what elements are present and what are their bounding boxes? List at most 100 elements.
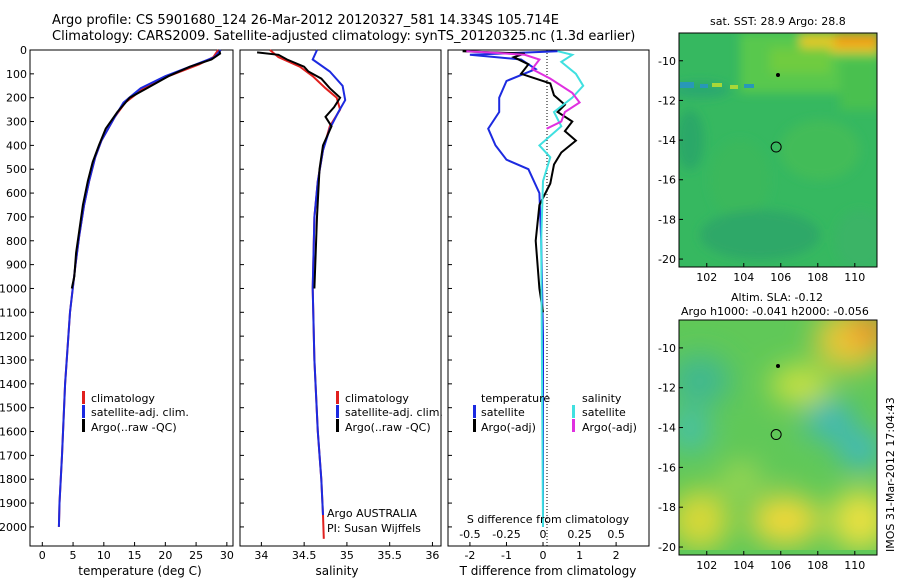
legend-swatch-argo xyxy=(336,419,339,432)
s-difference-tick-label: 0.25 xyxy=(567,528,592,541)
depth-tick-label: 1100 xyxy=(0,306,27,319)
salinity-depth-ticks xyxy=(240,49,244,528)
legend-label-climatology: climatology xyxy=(91,392,155,405)
sst-longitude-ticks: 102 104 106 108 110 xyxy=(696,263,865,284)
depth-tick-label: 1700 xyxy=(0,449,27,462)
s-difference-xlabel: S difference from climatology xyxy=(467,513,630,526)
legend-label-sal-satellite: satellite xyxy=(582,406,626,419)
latitude-tick-label: -16 xyxy=(658,461,676,474)
temperature-series xyxy=(57,49,222,527)
latitude-tick-label: -12 xyxy=(658,94,676,107)
legend-title-temperature: temperature xyxy=(481,392,550,405)
x-tick-label: 34 xyxy=(254,549,268,562)
legend-label-temp-satellite: satellite xyxy=(481,406,525,419)
depth-tick-label: 1900 xyxy=(0,497,27,510)
legend-label-argo: Argo(..raw -QC) xyxy=(91,421,177,434)
sst-map-frame xyxy=(678,32,878,268)
x-tick-label: 35 xyxy=(340,549,354,562)
sla-float-location-marker xyxy=(770,429,782,441)
depth-tick-label: 1600 xyxy=(0,426,27,439)
series-line-argo-raw-qc xyxy=(70,50,222,289)
temperature-axis-ticks: 0 5 10 15 20 25 30 xyxy=(39,542,234,562)
x-tick-label: -2 xyxy=(464,549,475,562)
depth-tick-label: 2000 xyxy=(0,521,27,534)
depth-tick-label: 1000 xyxy=(0,282,27,295)
longitude-tick-label: 106 xyxy=(770,271,791,284)
latitude-tick-label: -20 xyxy=(658,253,676,266)
latitude-tick-label: -18 xyxy=(658,213,676,226)
depth-tick-label: 100 xyxy=(6,68,27,81)
s-difference-tick-label: 0 xyxy=(540,528,547,541)
longitude-tick-label: 102 xyxy=(696,271,717,284)
legend-label-sal-argo: Argo(-adj) xyxy=(582,421,637,434)
latitude-tick-label: -10 xyxy=(658,342,676,355)
sla-track-point xyxy=(776,364,780,368)
depth-tick-label: 0 xyxy=(20,44,27,57)
latitude-tick-label: -12 xyxy=(658,382,676,395)
sla-longitude-ticks: 102 104 106 108 110 xyxy=(696,551,865,572)
longitude-tick-label: 110 xyxy=(844,271,865,284)
latitude-tick-label: -20 xyxy=(658,541,676,554)
x-tick-label: 2 xyxy=(613,549,620,562)
temperature-panel: 0100200300400500600700800900100011001200… xyxy=(0,44,234,578)
longitude-tick-label: 110 xyxy=(844,559,865,572)
difference-series xyxy=(462,50,585,527)
legend-swatch-climatology xyxy=(336,391,339,404)
depth-tick-label: 1500 xyxy=(0,402,27,415)
depth-tick-label: 600 xyxy=(6,187,27,200)
x-tick-label: 25 xyxy=(189,549,203,562)
latitude-tick-label: -14 xyxy=(658,134,676,147)
difference-legend: temperature salinity satellite Argo(-adj… xyxy=(473,392,637,434)
depth-tick-label: 1800 xyxy=(0,473,27,486)
x-tick-label: 15 xyxy=(128,549,142,562)
salinity-xlabel: salinity xyxy=(315,564,358,578)
latitude-tick-label: -18 xyxy=(658,501,676,514)
latitude-tick-label: -14 xyxy=(658,422,676,435)
salinity-axis-ticks: 34 34.5 35 35.5 36 xyxy=(254,542,439,562)
longitude-tick-label: 106 xyxy=(770,559,791,572)
series-line-argo-raw-qc xyxy=(256,51,342,289)
salinity-series xyxy=(256,49,347,539)
x-tick-label: 20 xyxy=(158,549,172,562)
latitude-tick-label: -10 xyxy=(658,55,676,68)
depth-tick-label: 700 xyxy=(6,211,27,224)
legend-swatch-temp-argo xyxy=(473,419,476,432)
legend-label-satellite: satellite-adj. clim. xyxy=(345,406,443,419)
legend-swatch-sal-argo xyxy=(572,419,575,432)
x-tick-label: 35.5 xyxy=(377,549,402,562)
pi-annotation: PI: Susan Wijffels xyxy=(327,522,421,535)
header-line-1: Argo profile: CS 5901680_124 26-Mar-2012… xyxy=(52,13,560,28)
legend-label-temp-argo: Argo(-adj) xyxy=(481,421,536,434)
longitude-tick-label: 102 xyxy=(696,559,717,572)
legend-label-satellite: satellite-adj. clim. xyxy=(91,406,189,419)
legend-swatch-argo xyxy=(82,419,85,432)
s-difference-tick-label: -0.5 xyxy=(459,528,480,541)
sla-latitude-ticks: -10 -12 -14 -16 -18 -20 xyxy=(658,342,683,554)
x-tick-label: 0 xyxy=(540,549,547,562)
depth-tick-label: 200 xyxy=(6,92,27,105)
header-line-2: Climatology: CARS2009. Satellite-adjuste… xyxy=(52,29,636,44)
sst-float-location-marker xyxy=(770,141,782,153)
sla-map-title-1: Altim. SLA: -0.12 xyxy=(731,291,824,304)
x-tick-label: 34.5 xyxy=(292,549,317,562)
legend-swatch-satellite xyxy=(336,405,339,418)
sst-map: 102 104 106 108 110 -10 -12 -14 -16 -18 -20 xyxy=(658,32,878,284)
legend-swatch-satellite xyxy=(82,405,85,418)
series-line-salinity-satellite xyxy=(537,50,585,527)
depth-tick-label: 1200 xyxy=(0,330,27,343)
x-tick-label: -1 xyxy=(501,549,512,562)
sla-map-title-2: Argo h1000: -0.041 h2000: -0.056 xyxy=(681,305,869,318)
legend-label-climatology: climatology xyxy=(345,392,409,405)
latitude-tick-label: -16 xyxy=(658,174,676,187)
legend-swatch-climatology xyxy=(82,391,85,404)
series-line-salinity-argo-adj xyxy=(466,50,582,130)
depth-tick-label: 300 xyxy=(6,116,27,129)
x-tick-label: 0 xyxy=(39,549,46,562)
s-difference-axis-ticks: -0.5 -0.25 0 0.25 0.5 xyxy=(459,528,625,541)
legend-title-salinity: salinity xyxy=(582,392,622,405)
depth-tick-label: 800 xyxy=(6,235,27,248)
temperature-xlabel: temperature (deg C) xyxy=(78,564,201,578)
x-tick-label: 5 xyxy=(70,549,77,562)
s-difference-tick-label: -0.25 xyxy=(492,528,520,541)
t-difference-xlabel: T difference from climatology xyxy=(459,564,637,578)
